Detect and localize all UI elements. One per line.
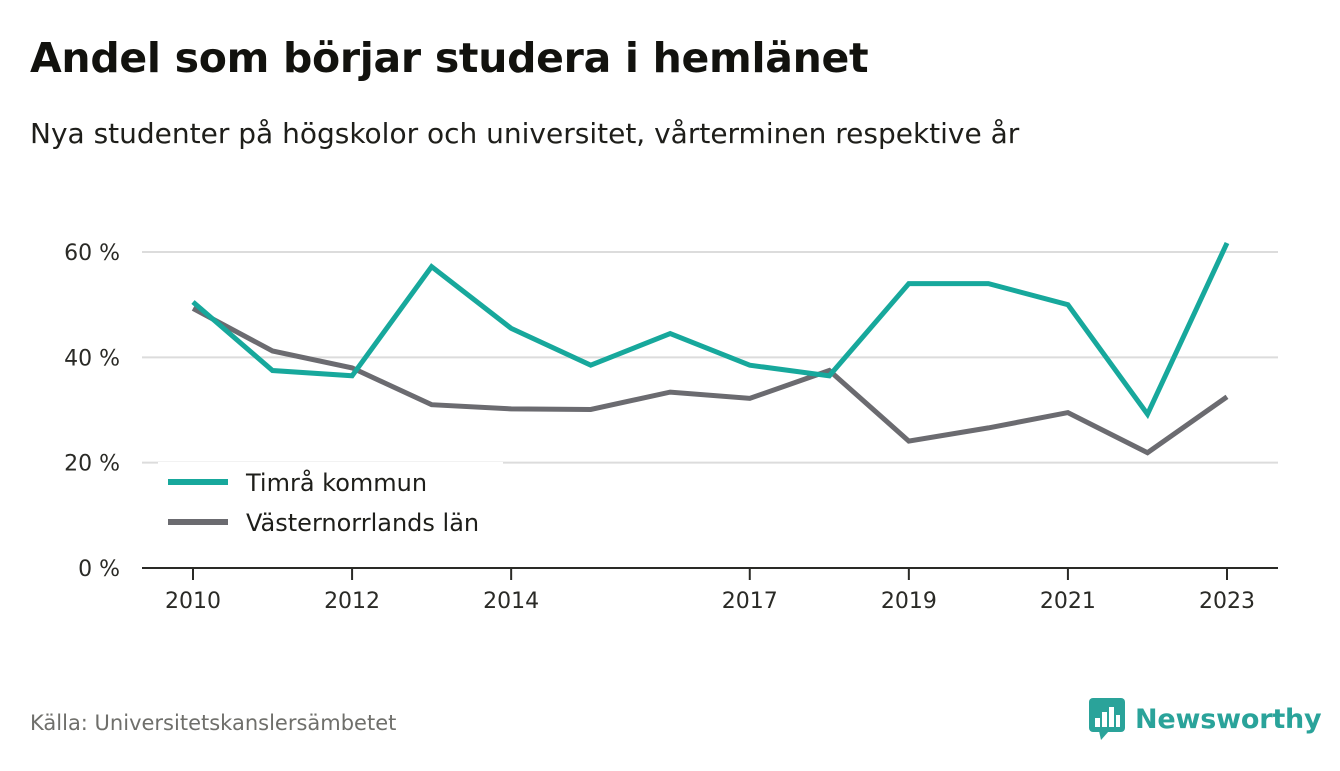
y-tick-label: 60 %: [64, 241, 120, 266]
source-note: Källa: Universitetskanslersämbetet: [30, 711, 397, 735]
y-tick-label: 0 %: [78, 557, 120, 582]
series-line-vasternorrlands-lan: [191, 306, 1229, 456]
legend-label: Västernorrlands län: [246, 509, 479, 537]
x-tick-label: 2021: [1040, 589, 1096, 614]
x-tick-label: 2014: [483, 589, 539, 614]
series-lines: [191, 241, 1230, 456]
chart-title: Andel som börjar studera i hemlänet: [30, 34, 869, 82]
y-tick-label: 20 %: [64, 452, 120, 477]
x-tick-label: 2012: [324, 589, 380, 614]
y-tick-label: 40 %: [64, 346, 120, 371]
chart-subtitle: Nya studenter på högskolor och universit…: [30, 117, 1020, 150]
y-axis-ticks: 0 % 20 % 40 % 60 %: [64, 241, 120, 582]
x-tick-label: 2019: [881, 589, 937, 614]
bar-chart-speech-bubble-icon: [1089, 698, 1125, 740]
brand-name: Newsworthy: [1135, 703, 1322, 735]
x-axis-ticks: 2010 2012 2014 2017 2019 2021 2023: [142, 567, 1278, 614]
legend-label: Timrå kommun: [245, 468, 427, 497]
legend-background: [158, 462, 503, 554]
x-tick-label: 2017: [722, 589, 778, 614]
x-tick-label: 2023: [1199, 589, 1255, 614]
series-line-timra-kommun: [191, 241, 1230, 420]
brand-logo[interactable]: Newsworthy: [1089, 698, 1322, 740]
legend: Timrå kommun Västernorrlands län: [158, 462, 503, 554]
x-tick-label: 2010: [165, 589, 221, 614]
